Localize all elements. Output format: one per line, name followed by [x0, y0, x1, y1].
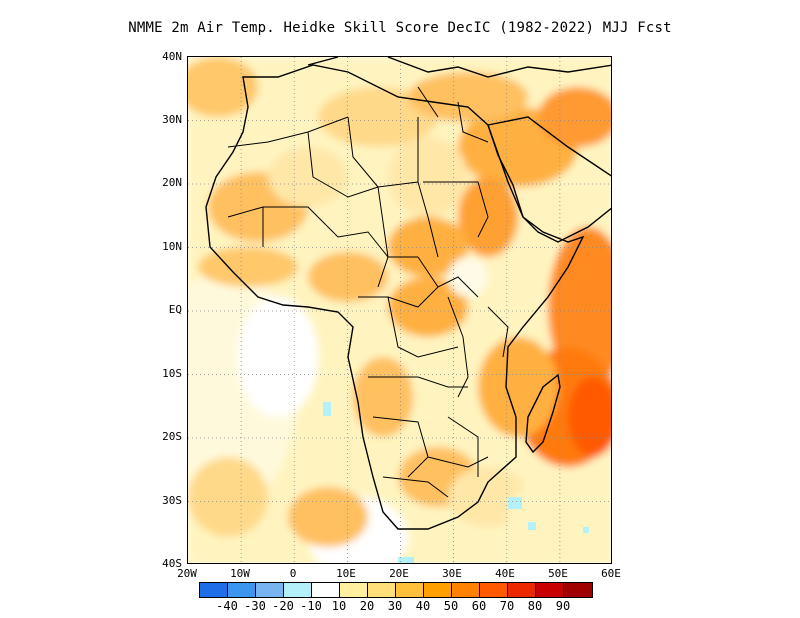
lat-label: 20S	[162, 430, 182, 443]
colorbar-cell	[508, 583, 536, 597]
lat-label: 30S	[162, 494, 182, 507]
lon-label: 60E	[601, 567, 621, 580]
colorbar-cell	[564, 583, 592, 597]
lon-label: 50E	[548, 567, 568, 580]
colorbar-tick-label: 90	[555, 599, 571, 613]
lon-label: 0	[289, 567, 297, 580]
lon-label: 30E	[442, 567, 462, 580]
africa-coastline	[205, 57, 611, 530]
colorbar-tick-label: 60	[471, 599, 487, 613]
colorbar-cell	[536, 583, 564, 597]
colorbar-cell	[340, 583, 368, 597]
skill-score-map	[187, 56, 612, 564]
colorbar	[199, 582, 593, 598]
colorbar-cell	[480, 583, 508, 597]
colorbar-cell	[228, 583, 256, 597]
lon-label: 20W	[177, 567, 197, 580]
colorbar-tick-label: -40	[216, 599, 238, 613]
lat-label: 10S	[162, 367, 182, 380]
colorbar-tick-label: 10	[331, 599, 347, 613]
lon-label: 10E	[336, 567, 356, 580]
lon-label: 40E	[495, 567, 515, 580]
colorbar-cell	[284, 583, 312, 597]
colorbar-tick-label: 30	[387, 599, 403, 613]
lat-label: EQ	[168, 303, 182, 316]
country-borders	[227, 86, 509, 498]
colorbar-tick-label: -20	[272, 599, 294, 613]
colorbar-tick-label: -30	[244, 599, 266, 613]
colorbar-tick-label: 50	[443, 599, 459, 613]
colorbar-tick-label: 80	[527, 599, 543, 613]
lon-label: 10W	[230, 567, 250, 580]
lat-label: 30N	[162, 113, 182, 126]
lon-label: 20E	[389, 567, 409, 580]
colorbar-cell	[312, 583, 340, 597]
colorbar-tick-label: 20	[359, 599, 375, 613]
lat-label: 40S	[162, 557, 182, 570]
map-title: NMME 2m Air Temp. Heidke Skill Score Dec…	[128, 20, 672, 36]
colorbar-tick-label: 40	[415, 599, 431, 613]
skill-score-shading	[188, 57, 611, 563]
negative-patches	[323, 402, 589, 563]
colorbar-cell	[368, 583, 396, 597]
colorbar-cell	[256, 583, 284, 597]
lat-label: 10N	[162, 240, 182, 253]
lat-label: 40N	[162, 50, 182, 63]
lat-label: 20N	[162, 176, 182, 189]
colorbar-cell	[200, 583, 228, 597]
colorbar-tick-label: 70	[499, 599, 515, 613]
colorbar-cell	[396, 583, 424, 597]
colorbar-cell	[452, 583, 480, 597]
colorbar-tick-label: -10	[300, 599, 322, 613]
colorbar-cell	[424, 583, 452, 597]
